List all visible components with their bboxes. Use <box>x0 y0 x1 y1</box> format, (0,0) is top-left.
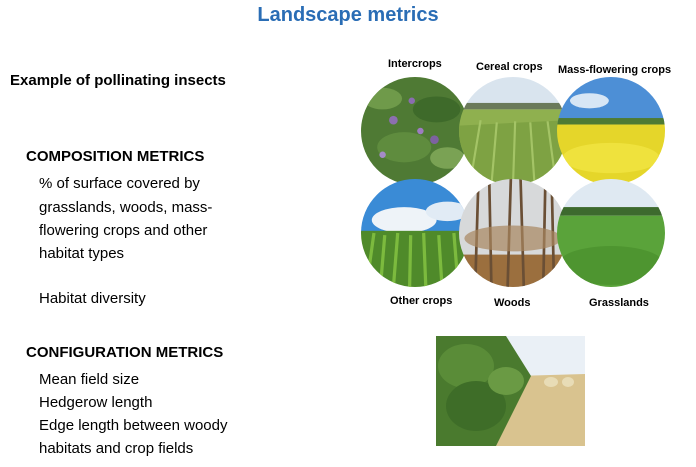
composition-line-4: habitat types <box>39 245 125 262</box>
configuration-heading: CONFIGURATION METRICS <box>26 344 224 361</box>
label-other-crops: Other crops <box>390 295 453 307</box>
label-grasslands: Grasslands <box>589 297 649 309</box>
hedgerow-photo <box>436 336 585 446</box>
configuration-line-4: habitats and crop fields <box>39 440 194 457</box>
woods-photo <box>459 179 567 287</box>
configuration-line-2: Hedgerow length <box>39 394 153 411</box>
composition-heading: COMPOSITION METRICS <box>26 148 205 165</box>
intercrops-photo <box>361 77 469 185</box>
label-intercrops: Intercrops <box>388 58 442 70</box>
slide-title: Landscape metrics <box>257 4 439 26</box>
mass-flowering-photo <box>557 77 665 185</box>
label-cereal-crops: Cereal crops <box>476 61 543 73</box>
other-crops-photo <box>361 179 469 287</box>
composition-line-3: flowering crops and other <box>39 222 208 239</box>
grasslands-photo <box>557 179 665 287</box>
composition-extra: Habitat diversity <box>39 290 146 307</box>
label-woods: Woods <box>494 297 531 309</box>
label-mass-flowering-crops: Mass-flowering crops <box>558 64 672 76</box>
configuration-line-1: Mean field size <box>39 371 140 388</box>
composition-line-2: grasslands, woods, mass- <box>39 199 213 216</box>
slide-subtitle: Example of pollinating insects <box>10 72 226 89</box>
configuration-line-3: Edge length between woody <box>39 417 228 434</box>
cereal-crops-photo <box>459 77 567 185</box>
composition-line-1: % of surface covered by <box>39 175 200 192</box>
